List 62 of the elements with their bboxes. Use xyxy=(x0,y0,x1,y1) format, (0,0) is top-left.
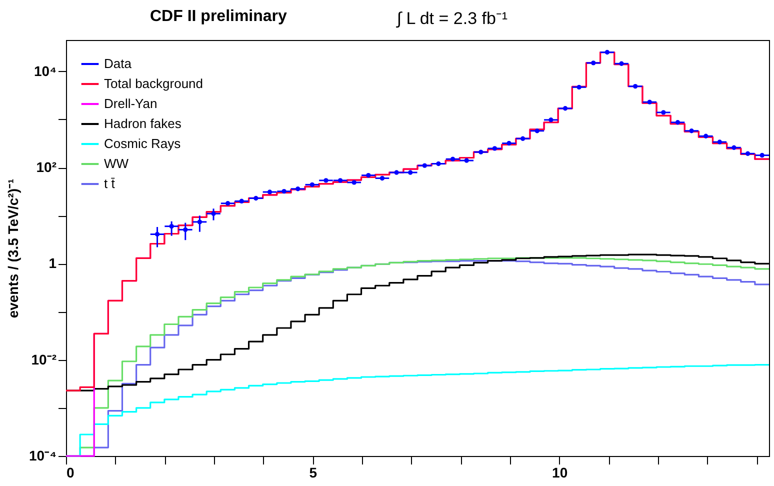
y-tick-label: 10⁻⁴ xyxy=(29,448,57,464)
point xyxy=(450,156,456,162)
point xyxy=(717,140,722,144)
point xyxy=(267,190,272,194)
point xyxy=(619,61,624,66)
x-tick-label: 0 xyxy=(66,464,74,480)
legend-label: Hadron fakes xyxy=(104,116,182,131)
point xyxy=(520,136,526,141)
chart-subtitle: ∫ L dt = 2.3 fb⁻¹ xyxy=(396,8,508,28)
point xyxy=(478,150,484,154)
point xyxy=(211,211,216,216)
point xyxy=(436,161,441,166)
point xyxy=(562,106,568,111)
point xyxy=(282,189,286,194)
point xyxy=(760,152,764,158)
point xyxy=(169,224,174,229)
point xyxy=(492,146,498,151)
point xyxy=(296,186,300,192)
point xyxy=(183,227,188,232)
x-tick-label: 10 xyxy=(552,464,568,480)
point xyxy=(352,180,356,185)
point xyxy=(534,128,540,134)
point xyxy=(422,163,427,168)
legend-label: t t̄ xyxy=(104,176,116,191)
point xyxy=(548,118,554,122)
point xyxy=(254,196,258,201)
point xyxy=(408,170,413,175)
point xyxy=(506,140,512,146)
point xyxy=(310,182,315,188)
legend-label: Total background xyxy=(104,76,204,91)
y-tick-label: 1 xyxy=(48,255,57,272)
point xyxy=(197,220,202,224)
point xyxy=(704,134,708,138)
point xyxy=(689,128,694,134)
legend-label: WW xyxy=(104,156,130,171)
point xyxy=(576,84,582,90)
point xyxy=(239,198,244,204)
point xyxy=(745,151,750,156)
point xyxy=(154,232,160,237)
point xyxy=(647,100,652,104)
legend-label: Cosmic Rays xyxy=(104,136,182,151)
legend-label: Drell-Yan xyxy=(104,96,158,111)
point xyxy=(338,178,343,183)
point xyxy=(464,158,469,163)
point xyxy=(366,172,371,178)
point xyxy=(675,120,680,125)
point xyxy=(632,84,638,89)
point xyxy=(604,50,610,55)
legend-label: Data xyxy=(104,56,132,71)
point xyxy=(394,170,399,175)
chart-title: CDF II preliminary xyxy=(150,8,287,26)
point xyxy=(380,176,385,181)
y-tick-label: 10² xyxy=(36,159,57,176)
point xyxy=(661,110,666,115)
y-tick-label: 10⁻² xyxy=(31,351,57,368)
y-tick-label: 10⁴ xyxy=(34,62,57,79)
point xyxy=(732,145,736,150)
x-tick-label: 5 xyxy=(309,464,318,480)
y-axis-title: events / (3.5 TeV/c²)⁻¹ xyxy=(5,178,22,318)
point xyxy=(324,178,328,183)
point xyxy=(591,60,596,66)
point xyxy=(225,201,230,206)
